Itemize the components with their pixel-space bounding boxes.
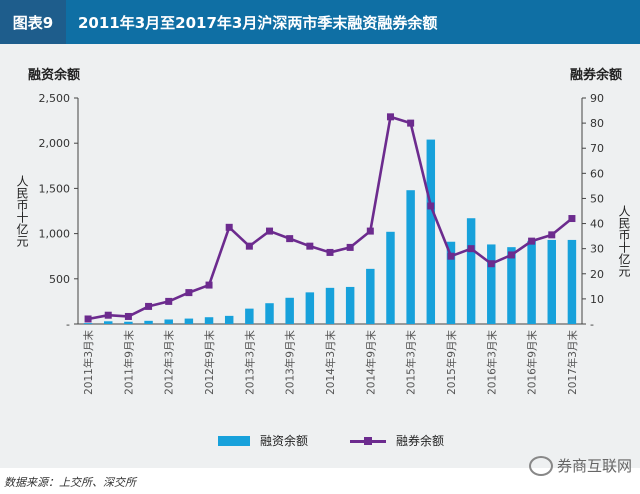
- bar: [124, 321, 133, 324]
- line-marker: [306, 242, 314, 250]
- line-marker: [346, 243, 354, 251]
- x-tick-label: 2013年3月末: [243, 330, 256, 395]
- bar: [386, 231, 395, 324]
- x-tick-label: 2011年3月末: [82, 330, 95, 395]
- right-tick-label: 40: [590, 218, 604, 231]
- bar: [224, 315, 234, 324]
- x-tick-label: 2016年3月末: [485, 330, 498, 395]
- line-marker: [407, 119, 415, 127]
- chart-header: 图表9 2011年3月至2017年3月沪深两市季末融资融券余额: [0, 0, 640, 44]
- bar: [426, 139, 436, 324]
- line-marker: [104, 311, 112, 319]
- legend-item-securities-lending: 融券余额: [350, 432, 444, 449]
- line-marker: [467, 245, 475, 253]
- x-tick-label: 2014年3月末: [324, 330, 337, 395]
- x-tick-label: 2015年3月末: [405, 330, 418, 395]
- source-note: 数据来源：上交所、深交所: [4, 476, 136, 489]
- line-marker: [84, 315, 92, 323]
- line-marker: [205, 281, 213, 289]
- line-marker: [487, 260, 495, 268]
- bar: [507, 247, 516, 324]
- x-tick-label: 2012年9月末: [203, 330, 216, 395]
- right-tick-label: 90: [590, 92, 604, 105]
- line-marker: [145, 302, 153, 310]
- figure-badge: 图表9: [0, 0, 66, 44]
- right-tick-label: 60: [590, 167, 604, 180]
- x-tick-label: 2015年9月末: [445, 330, 458, 395]
- watermark-text: 券商互联网: [556, 457, 632, 475]
- right-axis-title: 融券余额: [569, 68, 622, 83]
- line-marker: [386, 113, 394, 121]
- bar: [406, 190, 415, 324]
- bar: [184, 318, 194, 324]
- left-tick-label: 1,000: [39, 228, 71, 241]
- left-tick-label: 2,000: [39, 137, 71, 150]
- line-marker: [568, 215, 576, 223]
- left-tick-label: -: [66, 318, 70, 331]
- legend-bar-swatch: [218, 435, 250, 446]
- bar: [487, 244, 496, 324]
- bar: [366, 268, 375, 324]
- line-marker: [245, 242, 253, 250]
- right-tick-label: -: [590, 318, 594, 331]
- line-marker: [507, 251, 515, 259]
- line-marker: [326, 248, 334, 256]
- line-marker: [286, 235, 294, 243]
- legend-label-financing: 融资余额: [260, 434, 309, 448]
- bar: [104, 321, 113, 324]
- bar: [245, 308, 254, 324]
- bar: [567, 239, 577, 324]
- wechat-icon: [528, 455, 553, 476]
- bar: [446, 241, 456, 324]
- right-tick-label: 70: [590, 142, 604, 155]
- line-marker: [528, 237, 536, 245]
- left-tick-label: 1,500: [39, 182, 71, 195]
- line-marker: [225, 223, 233, 231]
- bar: [83, 323, 93, 324]
- bar: [144, 320, 153, 324]
- line-marker: [165, 297, 173, 305]
- legend-label-securities-lending: 融券余额: [396, 434, 445, 448]
- right-tick-label: 30: [590, 243, 604, 256]
- legend-item-financing: 融资余额: [218, 432, 308, 449]
- right-axis-unit: 人民币十亿元: [617, 205, 631, 277]
- bar: [265, 303, 274, 324]
- line-marker: [266, 227, 274, 235]
- bar: [527, 240, 536, 324]
- bar: [345, 286, 355, 324]
- chart-title: 2011年3月至2017年3月沪深两市季末融资融券余额: [78, 13, 438, 32]
- right-tick-label: 50: [590, 192, 604, 205]
- x-tick-label: 2017年3月末: [566, 330, 579, 395]
- x-tick-label: 2016年9月末: [526, 330, 539, 395]
- watermark: 券商互联网: [528, 455, 632, 476]
- right-tick-label: 80: [590, 117, 604, 130]
- right-tick-label: 20: [590, 268, 604, 281]
- bar: [325, 287, 335, 324]
- bar: [164, 319, 173, 324]
- left-tick-label: 500: [49, 273, 70, 286]
- x-tick-label: 2014年9月末: [364, 330, 377, 395]
- bar: [305, 292, 315, 324]
- line-marker: [366, 227, 374, 235]
- legend-line-swatch: [350, 436, 387, 446]
- line-marker: [427, 202, 435, 210]
- x-tick-label: 2012年3月末: [163, 330, 176, 395]
- bar: [285, 297, 294, 324]
- left-axis-title: 融资余额: [28, 68, 81, 83]
- x-tick-label: 2013年9月末: [284, 330, 297, 395]
- right-tick-label: 10: [590, 293, 604, 306]
- x-tick-label: 2011年9月末: [122, 330, 135, 395]
- line-marker: [447, 252, 455, 260]
- bar: [547, 239, 556, 324]
- line-marker: [185, 289, 193, 297]
- line-marker: [124, 312, 132, 320]
- bar: [204, 317, 214, 324]
- left-tick-label: 2,500: [39, 92, 71, 105]
- left-axis-unit: 人民币十亿元: [15, 175, 29, 247]
- legend: 融资余额 融券余额: [218, 432, 486, 449]
- bar: [466, 218, 476, 324]
- line-marker: [548, 231, 556, 239]
